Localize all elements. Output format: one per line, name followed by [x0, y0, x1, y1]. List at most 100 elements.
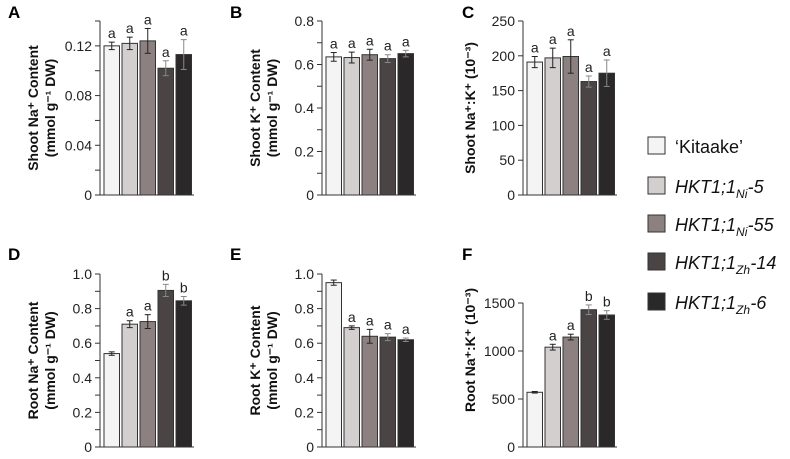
significance-letter: b [603, 294, 611, 310]
y-tick-label: 0.8 [295, 13, 315, 29]
y-tick-label: 0 [84, 187, 92, 203]
significance-letter: a [549, 31, 557, 47]
y-tick-label: 0 [507, 439, 515, 454]
bar [104, 354, 120, 447]
significance-letter: a [162, 44, 170, 60]
y-axis-label-line: Root K⁺ Content [247, 305, 263, 415]
legend-item: HKT1;1Zh -14 [648, 253, 776, 277]
legend-label: HKT1;1Zh -14 [675, 253, 776, 277]
legend-label: HKT1;1Zh -6 [675, 293, 767, 317]
y-tick-label: 0.4 [73, 370, 93, 386]
significance-letter: b [162, 267, 170, 283]
y-axis-label-line: Shoot Na⁺:K⁺ (10⁻³) [462, 42, 478, 174]
y-tick-label: 1500 [484, 295, 515, 311]
bar [581, 82, 597, 195]
bar [344, 328, 360, 447]
significance-letter: a [585, 59, 593, 75]
bar [362, 336, 378, 447]
legend-label: HKT1;1Ni -5 [675, 177, 765, 201]
bar [176, 301, 192, 447]
y-axis-label-line: Root Na⁺:K⁺ (10⁻³) [462, 288, 478, 412]
y-tick-label: 500 [492, 391, 516, 407]
significance-letter: a [366, 312, 374, 328]
y-tick-label: 0 [507, 187, 515, 203]
bar [527, 62, 543, 195]
significance-letter: a [402, 321, 410, 337]
significance-letter: a [180, 23, 188, 39]
significance-letter: a [531, 39, 539, 55]
legend-label-part: HKT1;1 [675, 253, 736, 273]
significance-letter: a [567, 317, 575, 333]
legend-label-part: HKT1;1 [675, 215, 736, 235]
y-tick-label: 0.12 [65, 38, 92, 54]
bar [599, 315, 615, 447]
bar [140, 41, 156, 195]
legend-label-part: Zh [735, 263, 750, 277]
legend-label-part: HKT1;1 [675, 293, 736, 313]
legend-label-part: ‘Kitaake’ [675, 137, 743, 157]
legend-label: ‘Kitaake’ [675, 137, 743, 157]
significance-letter: a [384, 317, 392, 333]
y-axis-label: Shoot K⁺ Content(mmol g⁻¹ DW) [247, 49, 280, 167]
legend-item: HKT1;1Ni -5 [648, 177, 765, 201]
legend-label: HKT1;1Ni -55 [675, 215, 775, 239]
y-tick-label: 0.6 [295, 57, 315, 73]
y-axis-label-line: Root Na⁺ Content [25, 301, 41, 419]
y-tick-label: 0.04 [65, 137, 92, 153]
bar [563, 56, 579, 195]
bar [398, 340, 414, 447]
bar [527, 392, 543, 447]
bar [158, 68, 174, 195]
legend-label-part: Ni [736, 187, 748, 201]
y-axis-label-line: (mmol g⁻¹ DW) [264, 59, 280, 157]
legend-label-part: -6 [750, 293, 767, 313]
legend-item: HKT1;1Zh -6 [648, 293, 767, 317]
y-tick-label: 0 [84, 439, 92, 454]
y-axis-label-line: (mmol g⁻¹ DW) [42, 59, 58, 157]
bar [362, 55, 378, 195]
y-tick-label: 0.8 [73, 301, 93, 317]
y-axis-label-line: Shoot K⁺ Content [247, 49, 263, 167]
legend-swatch [648, 215, 665, 232]
significance-letter: a [402, 33, 410, 49]
panel-label: C [462, 3, 474, 22]
y-tick-label: 0.2 [73, 404, 93, 420]
panel-label: D [8, 245, 20, 264]
y-tick-label: 0 [306, 187, 314, 203]
bar [326, 283, 342, 447]
significance-letter: a [330, 36, 338, 52]
y-tick-label: 0.4 [295, 370, 315, 386]
y-tick-label: 0.6 [295, 335, 315, 351]
legend-label-part: -14 [750, 253, 776, 273]
significance-letter: a [126, 20, 134, 36]
bar [581, 310, 597, 447]
y-tick-label: 50 [499, 152, 515, 168]
y-tick-label: 0.2 [295, 144, 315, 160]
significance-letter: a [603, 43, 611, 59]
significance-letter: a [348, 35, 356, 51]
legend-label-part: -55 [748, 215, 775, 235]
y-tick-label: 100 [492, 117, 516, 133]
y-axis-label: Root Na⁺ Content(mmol g⁻¹ DW) [25, 301, 58, 419]
significance-letter: b [180, 279, 188, 295]
y-tick-label: 1000 [484, 343, 515, 359]
y-tick-label: 0.08 [65, 88, 92, 104]
legend-swatch [648, 177, 665, 194]
legend-label-part: -5 [748, 177, 765, 197]
bar [326, 57, 342, 195]
y-tick-label: 0.6 [73, 335, 93, 351]
significance-letter: a [108, 25, 116, 41]
significance-letter: b [585, 288, 593, 304]
bar [380, 59, 396, 195]
panel-label: F [462, 245, 472, 264]
bar [599, 73, 615, 195]
significance-letter: a [348, 309, 356, 325]
legend-swatch [648, 293, 665, 310]
panel-label: B [230, 3, 242, 22]
y-axis-label: Root Na⁺:K⁺ (10⁻³) [462, 288, 478, 412]
